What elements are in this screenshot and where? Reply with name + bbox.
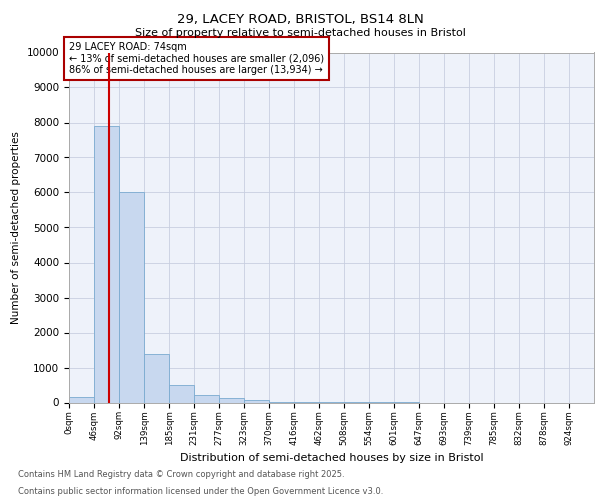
Text: Contains public sector information licensed under the Open Government Licence v3: Contains public sector information licen… [18, 487, 383, 496]
Bar [219, 398, 244, 402]
X-axis label: Distribution of semi-detached houses by size in Bristol: Distribution of semi-detached houses by … [179, 454, 484, 464]
Text: 29 LACEY ROAD: 74sqm
← 13% of semi-detached houses are smaller (2,096)
86% of se: 29 LACEY ROAD: 74sqm ← 13% of semi-detac… [69, 42, 325, 75]
Bar [94, 126, 119, 402]
Bar [69, 397, 94, 402]
Text: Contains HM Land Registry data © Crown copyright and database right 2025.: Contains HM Land Registry data © Crown c… [18, 470, 344, 479]
Bar [144, 354, 169, 403]
Text: 29, LACEY ROAD, BRISTOL, BS14 8LN: 29, LACEY ROAD, BRISTOL, BS14 8LN [176, 12, 424, 26]
Bar [194, 395, 219, 402]
Bar [244, 400, 269, 402]
Bar [119, 192, 143, 402]
Bar [169, 385, 194, 402]
Text: Size of property relative to semi-detached houses in Bristol: Size of property relative to semi-detach… [134, 28, 466, 38]
Y-axis label: Number of semi-detached properties: Number of semi-detached properties [11, 131, 21, 324]
